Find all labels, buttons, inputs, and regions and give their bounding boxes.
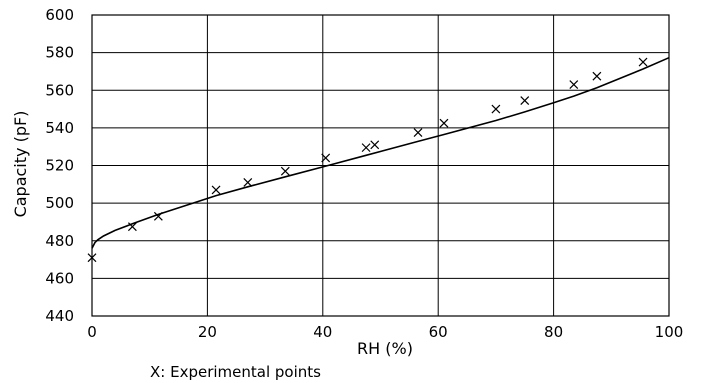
point-stroke — [569, 80, 579, 90]
point-stroke — [439, 118, 449, 128]
y-tick-label: 480 — [45, 232, 74, 250]
point-stroke — [520, 96, 530, 106]
y-tick-label: 460 — [45, 269, 74, 287]
experimental-points-layer — [87, 57, 648, 263]
experimental-point — [439, 118, 449, 128]
point-stroke — [211, 185, 221, 195]
y-tick-label: 500 — [45, 194, 74, 212]
x-axis-label: RH (%) — [357, 339, 413, 358]
y-tick-label: 440 — [45, 307, 74, 325]
grid-lines — [91, 14, 670, 317]
point-stroke — [127, 222, 137, 232]
point-stroke — [243, 178, 253, 187]
y-tick-label: 540 — [45, 119, 74, 137]
point-stroke — [592, 71, 602, 81]
experimental-point — [638, 57, 648, 67]
x-tick-label: 80 — [544, 323, 563, 341]
x-tick-label: 40 — [313, 323, 332, 341]
experimental-point — [413, 128, 423, 138]
x-tick-label: 20 — [198, 323, 217, 341]
experimental-point — [361, 143, 371, 153]
experimental-point — [491, 104, 501, 114]
point-stroke — [361, 143, 371, 153]
experimental-point — [592, 71, 602, 81]
point-stroke — [413, 128, 423, 138]
fit-curve-layer — [91, 56, 670, 249]
x-tick-labels: 0 20 40 60 80 100 — [87, 323, 683, 341]
experimental-point — [243, 178, 253, 187]
point-stroke — [638, 57, 648, 67]
experimental-point — [370, 140, 380, 150]
point-stroke — [153, 211, 163, 221]
y-tick-labels: 440 460 480 500 520 540 560 580 600 — [45, 6, 74, 325]
y-tick-label: 560 — [45, 81, 74, 99]
experimental-point — [153, 211, 163, 221]
y-axis-label: Capacity (pF) — [11, 111, 30, 218]
experimental-point — [321, 153, 331, 163]
experimental-point — [211, 185, 221, 195]
point-stroke — [370, 140, 380, 150]
x-tick-label: 0 — [87, 323, 97, 341]
x-tick-label: 60 — [429, 323, 448, 341]
y-tick-label: 520 — [45, 157, 74, 175]
x-tick-label: 100 — [655, 323, 684, 341]
experimental-point — [569, 80, 579, 90]
point-stroke — [321, 153, 331, 163]
point-stroke — [491, 104, 501, 114]
experimental-points-note: X: Experimental points — [150, 363, 321, 381]
point-stroke — [280, 166, 290, 176]
y-tick-label: 580 — [45, 44, 74, 62]
experimental-point — [280, 166, 290, 176]
experimental-point — [127, 222, 137, 232]
experimental-point — [520, 96, 530, 106]
plot-frame — [91, 14, 670, 317]
fit-curve — [91, 56, 670, 249]
y-tick-label: 600 — [45, 6, 74, 24]
